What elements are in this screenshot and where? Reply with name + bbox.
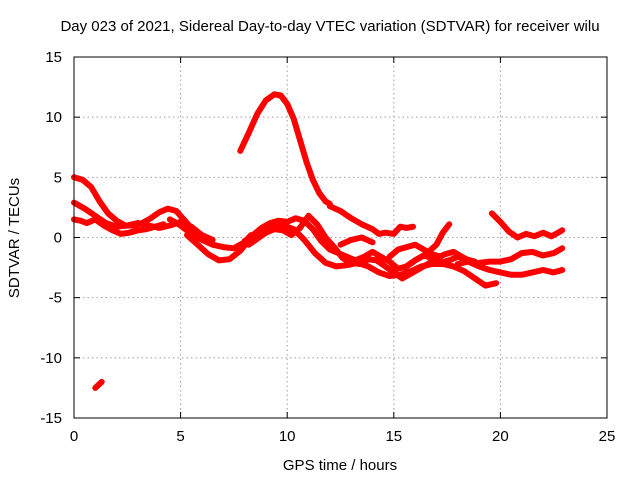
y-tick-label: -15 xyxy=(40,410,62,427)
chart-title: Day 023 of 2021, Sidereal Day-to-day VTE… xyxy=(60,18,599,35)
series-arc-13 xyxy=(401,221,453,271)
series-arc-11 xyxy=(337,234,376,248)
x-tick-label: 0 xyxy=(70,428,78,445)
grid xyxy=(74,57,607,418)
y-tick-label: 0 xyxy=(54,230,62,247)
series-arc-10 xyxy=(326,203,416,237)
y-tick-label: 10 xyxy=(45,109,62,126)
x-tick-label: 20 xyxy=(492,428,509,445)
series-arc-15 xyxy=(476,245,566,266)
series-arc-16 xyxy=(488,210,566,241)
series-arc-4 xyxy=(92,378,105,391)
x-tick-label: 5 xyxy=(176,428,184,445)
x-tick-label: 15 xyxy=(385,428,402,445)
plot-frame xyxy=(73,56,608,419)
series-arc-3 xyxy=(71,216,167,237)
y-tick-label: 5 xyxy=(54,169,62,186)
series-arc-7 xyxy=(237,91,333,207)
x-tick-label: 10 xyxy=(279,428,296,445)
y-axis-label: SDTVAR / TECUs xyxy=(6,178,23,298)
y-tick-label: -10 xyxy=(40,350,62,367)
series-arc-12 xyxy=(386,241,444,260)
series-arc-9 xyxy=(245,212,474,282)
series-arc-14 xyxy=(454,258,566,278)
y-tick-labels: -15 -10 -5 0 5 10 15 xyxy=(40,49,62,427)
x-tick-label: 25 xyxy=(599,428,616,445)
series-group xyxy=(71,91,566,391)
x-axis-label: GPS time / hours xyxy=(283,457,397,474)
series-arc-5 xyxy=(166,216,254,252)
x-tick-labels: 0 5 10 15 20 25 xyxy=(70,428,616,445)
y-tick-label: 15 xyxy=(45,49,62,66)
y-tick-label: -5 xyxy=(49,290,62,307)
